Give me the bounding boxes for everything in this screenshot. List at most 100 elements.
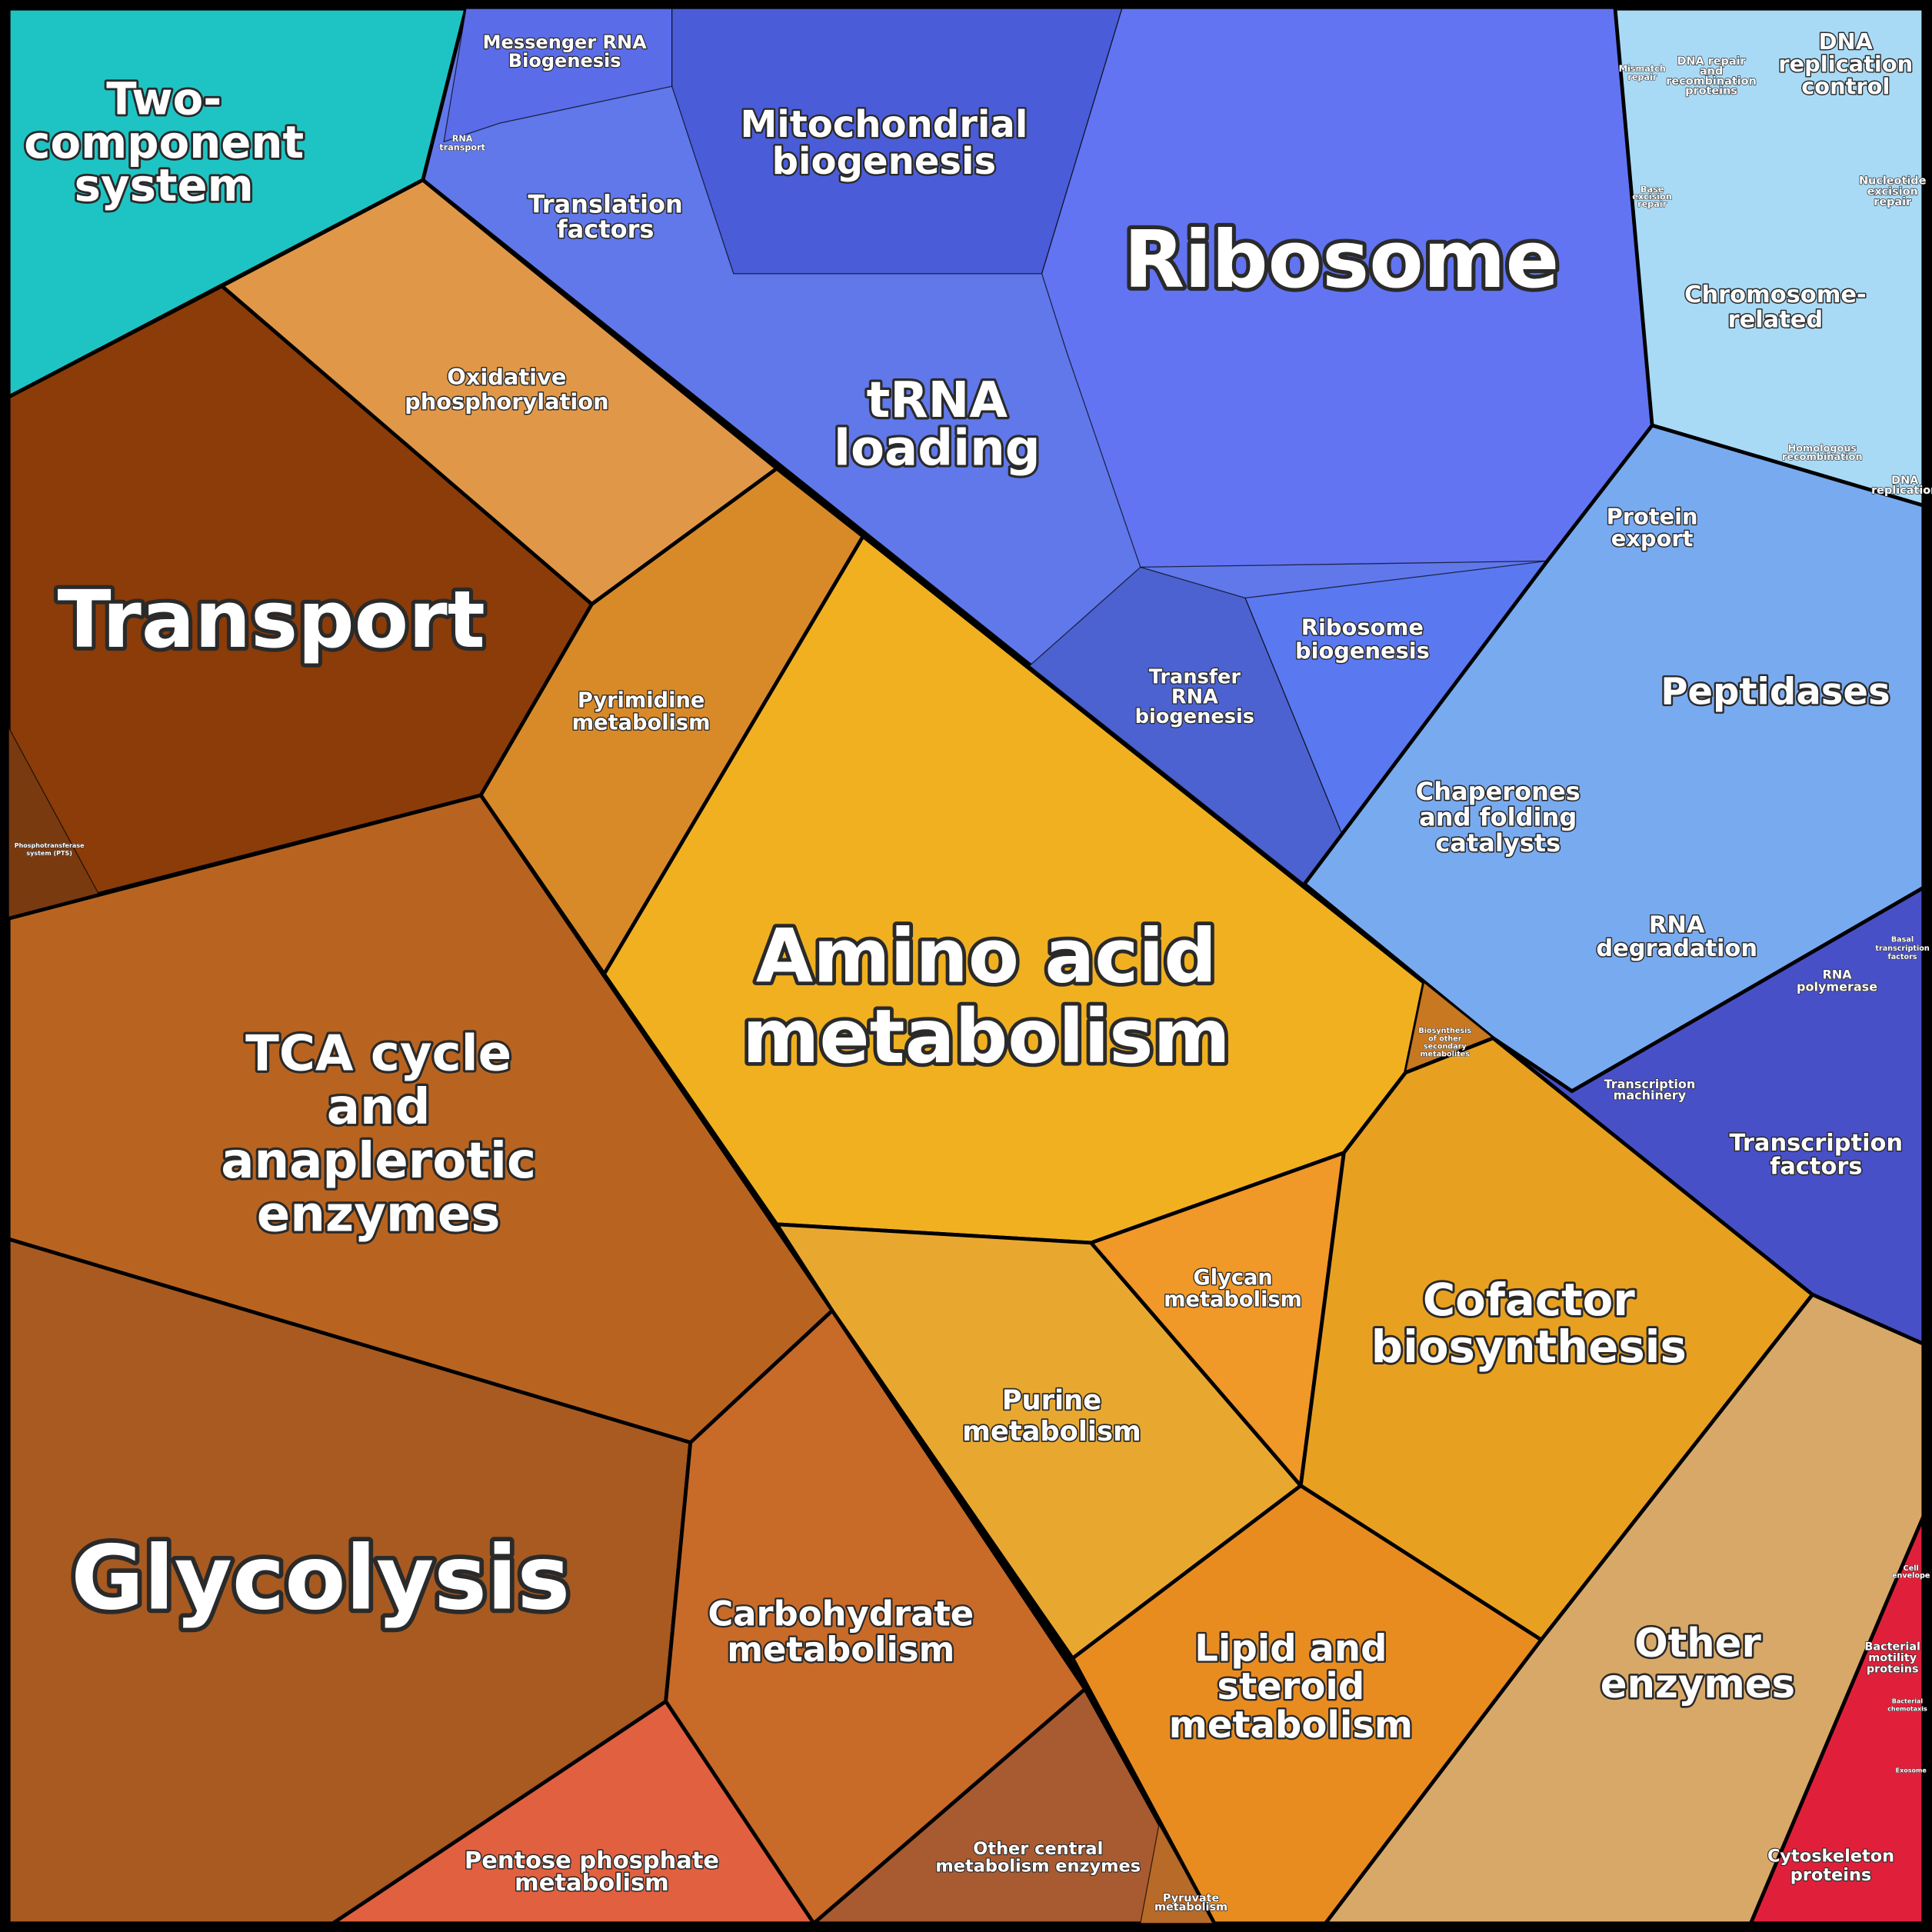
region-label: Chromosome- <box>1684 281 1867 308</box>
region-label: Glycolysis <box>71 1527 570 1631</box>
region-label: biogenesis <box>772 140 996 183</box>
region-label: Pyruvate <box>1163 1893 1220 1905</box>
region-label: RNA <box>452 134 473 144</box>
region-label: loading <box>834 419 1041 477</box>
region-label: export <box>1611 525 1694 551</box>
region-label: metabolism <box>962 1416 1141 1447</box>
region-label: Pyrimidine <box>578 689 705 713</box>
region-label: Carbohydrate <box>708 1594 974 1634</box>
region-label: RNA <box>1649 911 1705 938</box>
region-label: and <box>1700 65 1723 78</box>
region-label: Transfer <box>1149 666 1241 689</box>
region-label: repair <box>1637 199 1667 209</box>
region-label: polymerase <box>1797 980 1877 994</box>
mrna-region <box>443 8 673 143</box>
region-label: and <box>327 1078 431 1136</box>
region-label: Messenger RNA <box>483 32 648 53</box>
region-label: factors <box>1888 953 1917 961</box>
region-label: factors <box>1770 1154 1862 1181</box>
region-label: RNA <box>1171 685 1218 708</box>
region-label: Base <box>1641 185 1664 195</box>
region-label: Ribosome <box>1301 615 1424 641</box>
region-label: and folding <box>1419 802 1577 831</box>
region-label: secondary <box>1424 1042 1467 1051</box>
region-label: excision <box>1632 192 1672 202</box>
region-label: enzymes <box>1601 1661 1795 1707</box>
region-label: Translation <box>528 190 682 219</box>
region-label: Transport <box>58 575 485 666</box>
region-label: metabolism <box>1164 1288 1302 1312</box>
region-label: biogenesis <box>1135 705 1254 728</box>
region-label: biogenesis <box>1295 638 1430 664</box>
region-label: transcription <box>1875 944 1929 953</box>
region-label: tRNA <box>867 371 1008 429</box>
region-label: Chaperones <box>1416 777 1581 806</box>
region-label: Transcription <box>1604 1077 1696 1091</box>
region-label: phosphorylation <box>405 388 609 415</box>
region-label: biosynthesis <box>1371 1321 1687 1373</box>
region-label: TCA cycle <box>245 1024 511 1082</box>
region-label: anaplerotic <box>221 1132 536 1190</box>
region-label: DNA <box>1891 475 1919 487</box>
region-label: degradation <box>1596 935 1757 962</box>
region-label: proteins <box>1790 1865 1872 1885</box>
region-label: Phosphotransferase <box>15 842 85 849</box>
region-label: DNA <box>1819 28 1874 55</box>
region-label: proteins <box>1685 85 1737 98</box>
region-label: RNA <box>1822 968 1852 982</box>
region-label: component <box>24 116 304 168</box>
region-label: Transcription <box>1730 1130 1904 1157</box>
pentose-region <box>331 1699 816 1926</box>
region-label: related <box>1728 306 1824 333</box>
region-label: system <box>75 159 254 212</box>
region-label: system (PTS) <box>26 850 72 857</box>
region-label: catalysts <box>1435 828 1561 858</box>
region-label: steroid <box>1217 1665 1364 1708</box>
region-label: metabolism enzymes <box>935 1857 1141 1877</box>
region-label: machinery <box>1614 1088 1687 1103</box>
region-label: Glycan <box>1193 1266 1272 1290</box>
region-label: metabolism <box>727 1629 954 1670</box>
region-label: of other <box>1428 1034 1462 1043</box>
region-label: Cofactor <box>1423 1274 1635 1326</box>
region-label: recombination <box>1666 75 1757 88</box>
region-label: Nucleotide <box>1859 175 1927 188</box>
region-label: Exosome <box>1896 1767 1927 1774</box>
region-label: metabolism <box>1154 1901 1227 1914</box>
region-label: Other <box>1634 1621 1761 1667</box>
region-label: Basal <box>1891 936 1914 944</box>
region-label: replication <box>1778 51 1913 77</box>
region-label: Protein <box>1607 503 1698 529</box>
region-label: excision <box>1867 185 1918 198</box>
region-label: metabolism <box>1169 1704 1413 1747</box>
regions <box>6 6 1926 1926</box>
region-label: envelope <box>1892 1572 1930 1581</box>
region-label: repair <box>1874 196 1912 208</box>
region-label: repair <box>1627 72 1657 82</box>
region-label: metabolism <box>572 711 711 734</box>
region-label: Amino acid <box>756 914 1217 1000</box>
region-label: Other central <box>973 1839 1103 1859</box>
region-label: Ribosome <box>1124 215 1559 306</box>
region-label: control <box>1801 73 1890 99</box>
region-label: Lipid and <box>1194 1627 1387 1671</box>
region-label: DNA repair <box>1677 55 1746 68</box>
region-label: Homologous <box>1788 443 1857 455</box>
lipid-region <box>1071 1484 1544 1926</box>
region-label: Bacterial <box>1892 1698 1924 1705</box>
region-label: Purine <box>1002 1385 1101 1417</box>
region-label: chemotaxis <box>1887 1705 1927 1712</box>
region-label: metabolites <box>1421 1050 1471 1058</box>
region-label: replication <box>1871 485 1932 497</box>
region-label: Mismatch <box>1619 64 1666 74</box>
region-label: Cytoskeleton <box>1767 1847 1894 1867</box>
region-label: transport <box>439 142 485 152</box>
region-label: factors <box>557 215 655 244</box>
region-label: Mitochondrial <box>740 103 1028 146</box>
region-label: metabolism <box>515 1870 669 1897</box>
mito-region <box>671 8 1123 275</box>
region-label: Two- <box>106 73 222 125</box>
